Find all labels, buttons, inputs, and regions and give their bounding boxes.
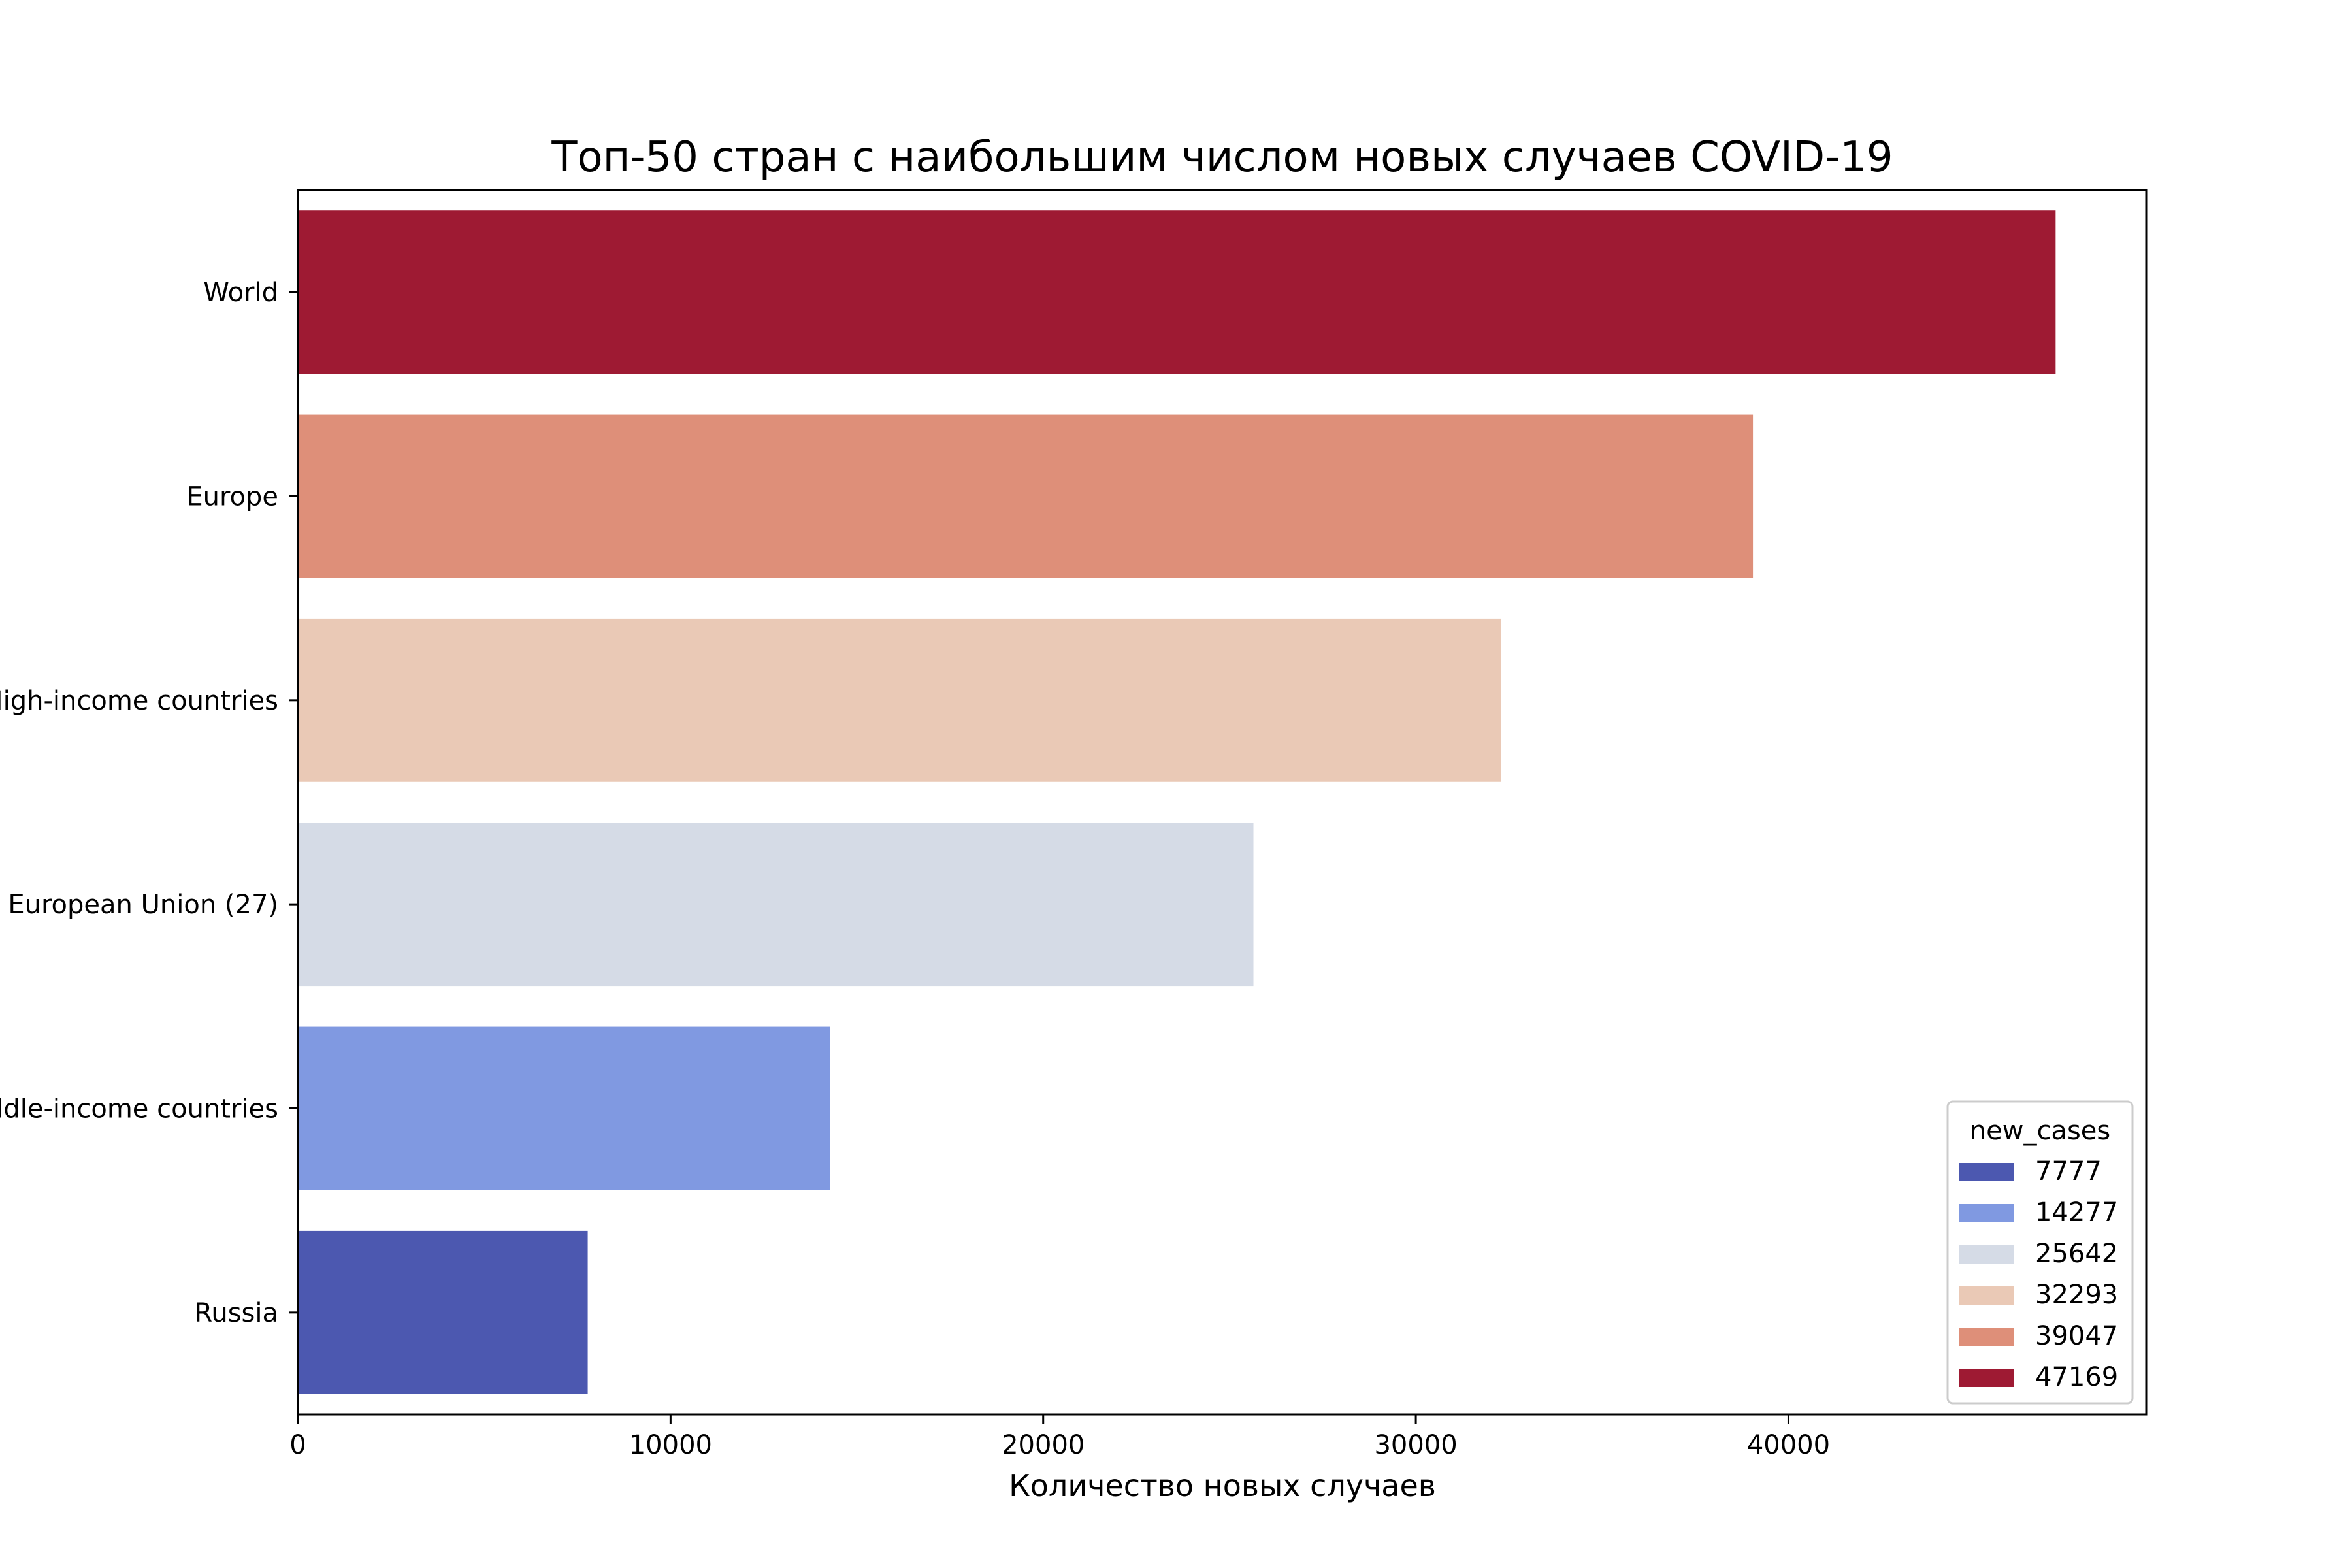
x-tick-label: 30000 [1374,1430,1457,1460]
bar-2 [298,618,1501,782]
y-tick-label: High-income countries [0,686,278,716]
y-tick-label: Upper-middle-income countries [0,1094,278,1124]
legend-label: 39047 [2035,1321,2118,1351]
y-tick-label: European Union (27) [8,890,278,920]
x-tick-label: 40000 [1747,1430,1830,1460]
legend-swatch [1959,1204,2014,1222]
x-tick-label: 10000 [629,1430,712,1460]
x-axis-label: Количество новых случаев [1009,1468,1436,1503]
legend-label: 47169 [2035,1362,2118,1392]
legend-label: 7777 [2035,1156,2102,1186]
legend-swatch [1959,1163,2014,1181]
y-tick-label: World [203,278,278,308]
x-tick-label: 0 [289,1430,306,1460]
y-axis-ticks: World Europe High-income countries European… [0,278,298,1328]
legend-label: 32293 [2035,1280,2118,1310]
bars-group [298,210,2056,1394]
legend-label: 25642 [2035,1239,2118,1269]
legend: new_cases 7777 14277 25642 32293 39047 47169 [1946,1100,2134,1405]
chart-title: Топ-50 стран с наибольшим числом новых с… [551,133,1893,182]
bar-1 [298,414,1754,578]
x-axis-ticks: 0 10000 20000 30000 40000 [289,1414,1830,1460]
bar-5 [298,1230,588,1394]
y-tick-label: Europe [186,482,278,512]
legend-swatch [1959,1369,2014,1387]
bar-4 [298,1026,830,1190]
bar-3 [298,823,1254,987]
legend-label: 14277 [2035,1198,2118,1228]
legend-swatch [1959,1245,2014,1264]
legend-swatch [1959,1286,2014,1305]
y-tick-label: Russia [194,1298,278,1328]
legend-title: new_cases [1970,1116,2110,1146]
x-tick-label: 20000 [1002,1430,1085,1460]
legend-swatch [1959,1328,2014,1346]
plot-frame [297,189,2148,1416]
bar-0 [298,210,2056,374]
